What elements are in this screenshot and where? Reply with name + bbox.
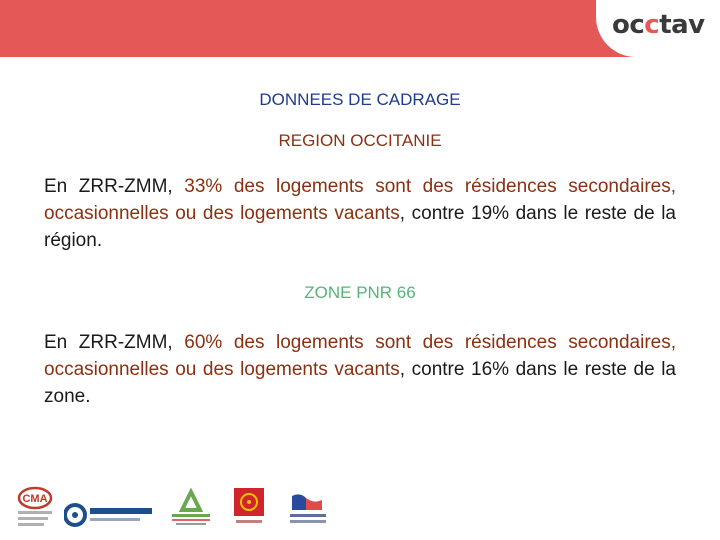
zone-paragraph: En ZRR-ZMM, 60% des logements sont des r…	[44, 332, 677, 407]
zone-heading: ZONE PNR 66	[304, 283, 416, 302]
partner-logos: CMA	[12, 484, 342, 532]
agence-france-entrepreneur-logo	[290, 494, 326, 523]
octav-logo: occtav	[612, 10, 705, 40]
brand-logo-container	[596, 0, 720, 57]
page-title: DONNEES DE CADRAGE	[259, 90, 461, 109]
occitanie-region-logo	[234, 488, 264, 523]
cci-occitanie-logo	[64, 503, 152, 527]
svg-text:CMA: CMA	[22, 493, 47, 505]
region-heading: REGION OCCITANIE	[278, 131, 442, 150]
agricultures-territoires-logo	[172, 488, 210, 525]
region-paragraph: En ZRR-ZMM, 33% des logements sont des r…	[44, 176, 677, 251]
cma-logo: CMA	[17, 486, 53, 526]
